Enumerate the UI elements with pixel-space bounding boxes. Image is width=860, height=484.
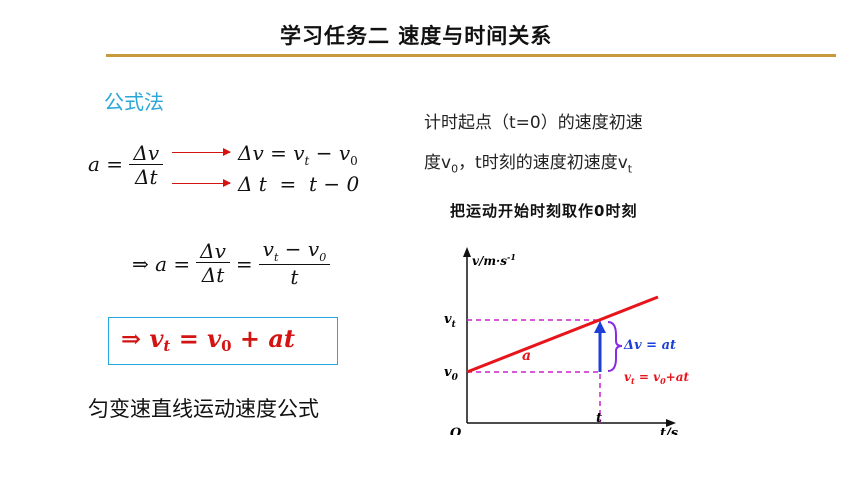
accel-numerator: Δv	[129, 142, 164, 165]
t-tick-label: t	[596, 411, 602, 426]
derive-den-2: t	[290, 265, 299, 290]
accel-lhs: a =	[88, 152, 124, 176]
vt-formula-label: vt = v0+at	[624, 370, 689, 386]
boxed-v0: = v	[170, 324, 222, 353]
velocity-line	[466, 295, 659, 374]
derive-fraction-1: Δv Δt	[196, 240, 230, 287]
formula-caption: 匀变速直线运动速度公式	[88, 397, 319, 421]
title-rule	[106, 54, 836, 57]
arrow-to-delta-t	[172, 179, 231, 187]
derive-num-1: Δv	[196, 240, 230, 264]
delta-v-label: Δv = at	[623, 338, 676, 353]
derivation-line: ⇒ a = Δv Δt = vt − v0 t	[132, 238, 331, 290]
boxed-at: + at	[231, 324, 296, 353]
boxed-sub-0: 0	[221, 337, 232, 356]
description-line-2: 度v0，t时刻的速度初速度vt	[424, 153, 633, 176]
slide-title: 学习任务二 速度与时间关系	[280, 24, 553, 48]
accel-fraction: Δv Δt	[129, 142, 164, 189]
velocity-formula-box: ⇒ vt = v0 + at	[108, 317, 338, 365]
delta-t-expression: Δ t = t − 0	[238, 172, 360, 196]
boxed-sub-t: t	[163, 337, 171, 356]
vt-axis-label: vt	[444, 312, 457, 330]
derive-equals: =	[235, 251, 253, 276]
delta-v-lhs: Δv = v	[238, 141, 305, 165]
boxed-vt: ⇒ v	[121, 324, 164, 353]
slope-label: a	[522, 348, 531, 364]
x-axis-arrow	[666, 419, 676, 427]
velocity-time-graph: v/m·s-1 t/s O vt v0 t a Δv = at vt = v0+…	[444, 247, 689, 435]
x-axis-label: t/s	[660, 426, 679, 435]
accel-denominator: Δt	[135, 165, 158, 189]
delta-v-brace	[607, 321, 623, 372]
derive-fraction-2: vt − v0 t	[258, 238, 331, 290]
derive-prefix: ⇒ a =	[132, 251, 191, 276]
origin-label: O	[450, 426, 462, 435]
y-axis-label: v/m·s-1	[472, 252, 516, 268]
description-line-1: 计时起点（t=0）的速度初速	[424, 113, 643, 133]
arrow-to-delta-v	[172, 148, 231, 156]
derive-num-2: vt − v0	[258, 238, 331, 266]
y-axis-arrow	[463, 247, 471, 257]
method-subheading: 公式法	[104, 90, 164, 114]
minus-v: − v	[315, 141, 351, 165]
derive-den-1: Δt	[201, 263, 225, 288]
v0-subscript: 0	[350, 154, 358, 168]
delta-v-expression: Δv = vt − v0	[238, 141, 358, 168]
vt-subscript: t	[304, 154, 310, 168]
acceleration-definition: a = Δv Δt	[88, 142, 164, 189]
v0-axis-label: v0	[444, 365, 459, 383]
delta-v-arrowhead	[594, 321, 606, 333]
time-origin-note: 把运动开始时刻取作0时刻	[450, 202, 638, 220]
